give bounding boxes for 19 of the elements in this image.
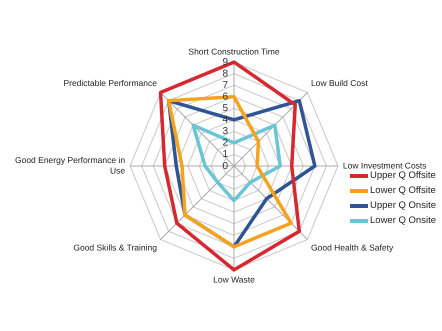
spoke-label: Low Build Cost [311,78,368,88]
legend-label: Upper Q Offsite [370,170,436,181]
y-tick-label: 7 [222,80,228,91]
y-tick-label: 2 [222,138,228,149]
y-tick-label: 1 [222,149,228,160]
legend-label: Lower Q Onsite [370,215,436,226]
legend-label: Upper Q Onsite [370,200,436,211]
legend-label: Lower Q Offsite [370,185,436,196]
y-tick-label: 0 [222,160,228,172]
spoke-label: Good Energy Performance in Use [14,155,126,176]
y-tick-label: 3 [222,126,228,138]
y-tick-label: 8 [222,68,228,80]
spoke-label: Good Skills & Training [73,242,158,252]
spoke-label: Low Waste [213,274,256,284]
y-tick-label: 5 [222,103,228,114]
spoke-label: Low Investment Costs [342,160,427,170]
spoke-label: Predictable Performance [63,78,158,88]
spoke-label: Short Construction Time [188,46,280,56]
spoke-label: Good Health & Safety [311,242,394,252]
